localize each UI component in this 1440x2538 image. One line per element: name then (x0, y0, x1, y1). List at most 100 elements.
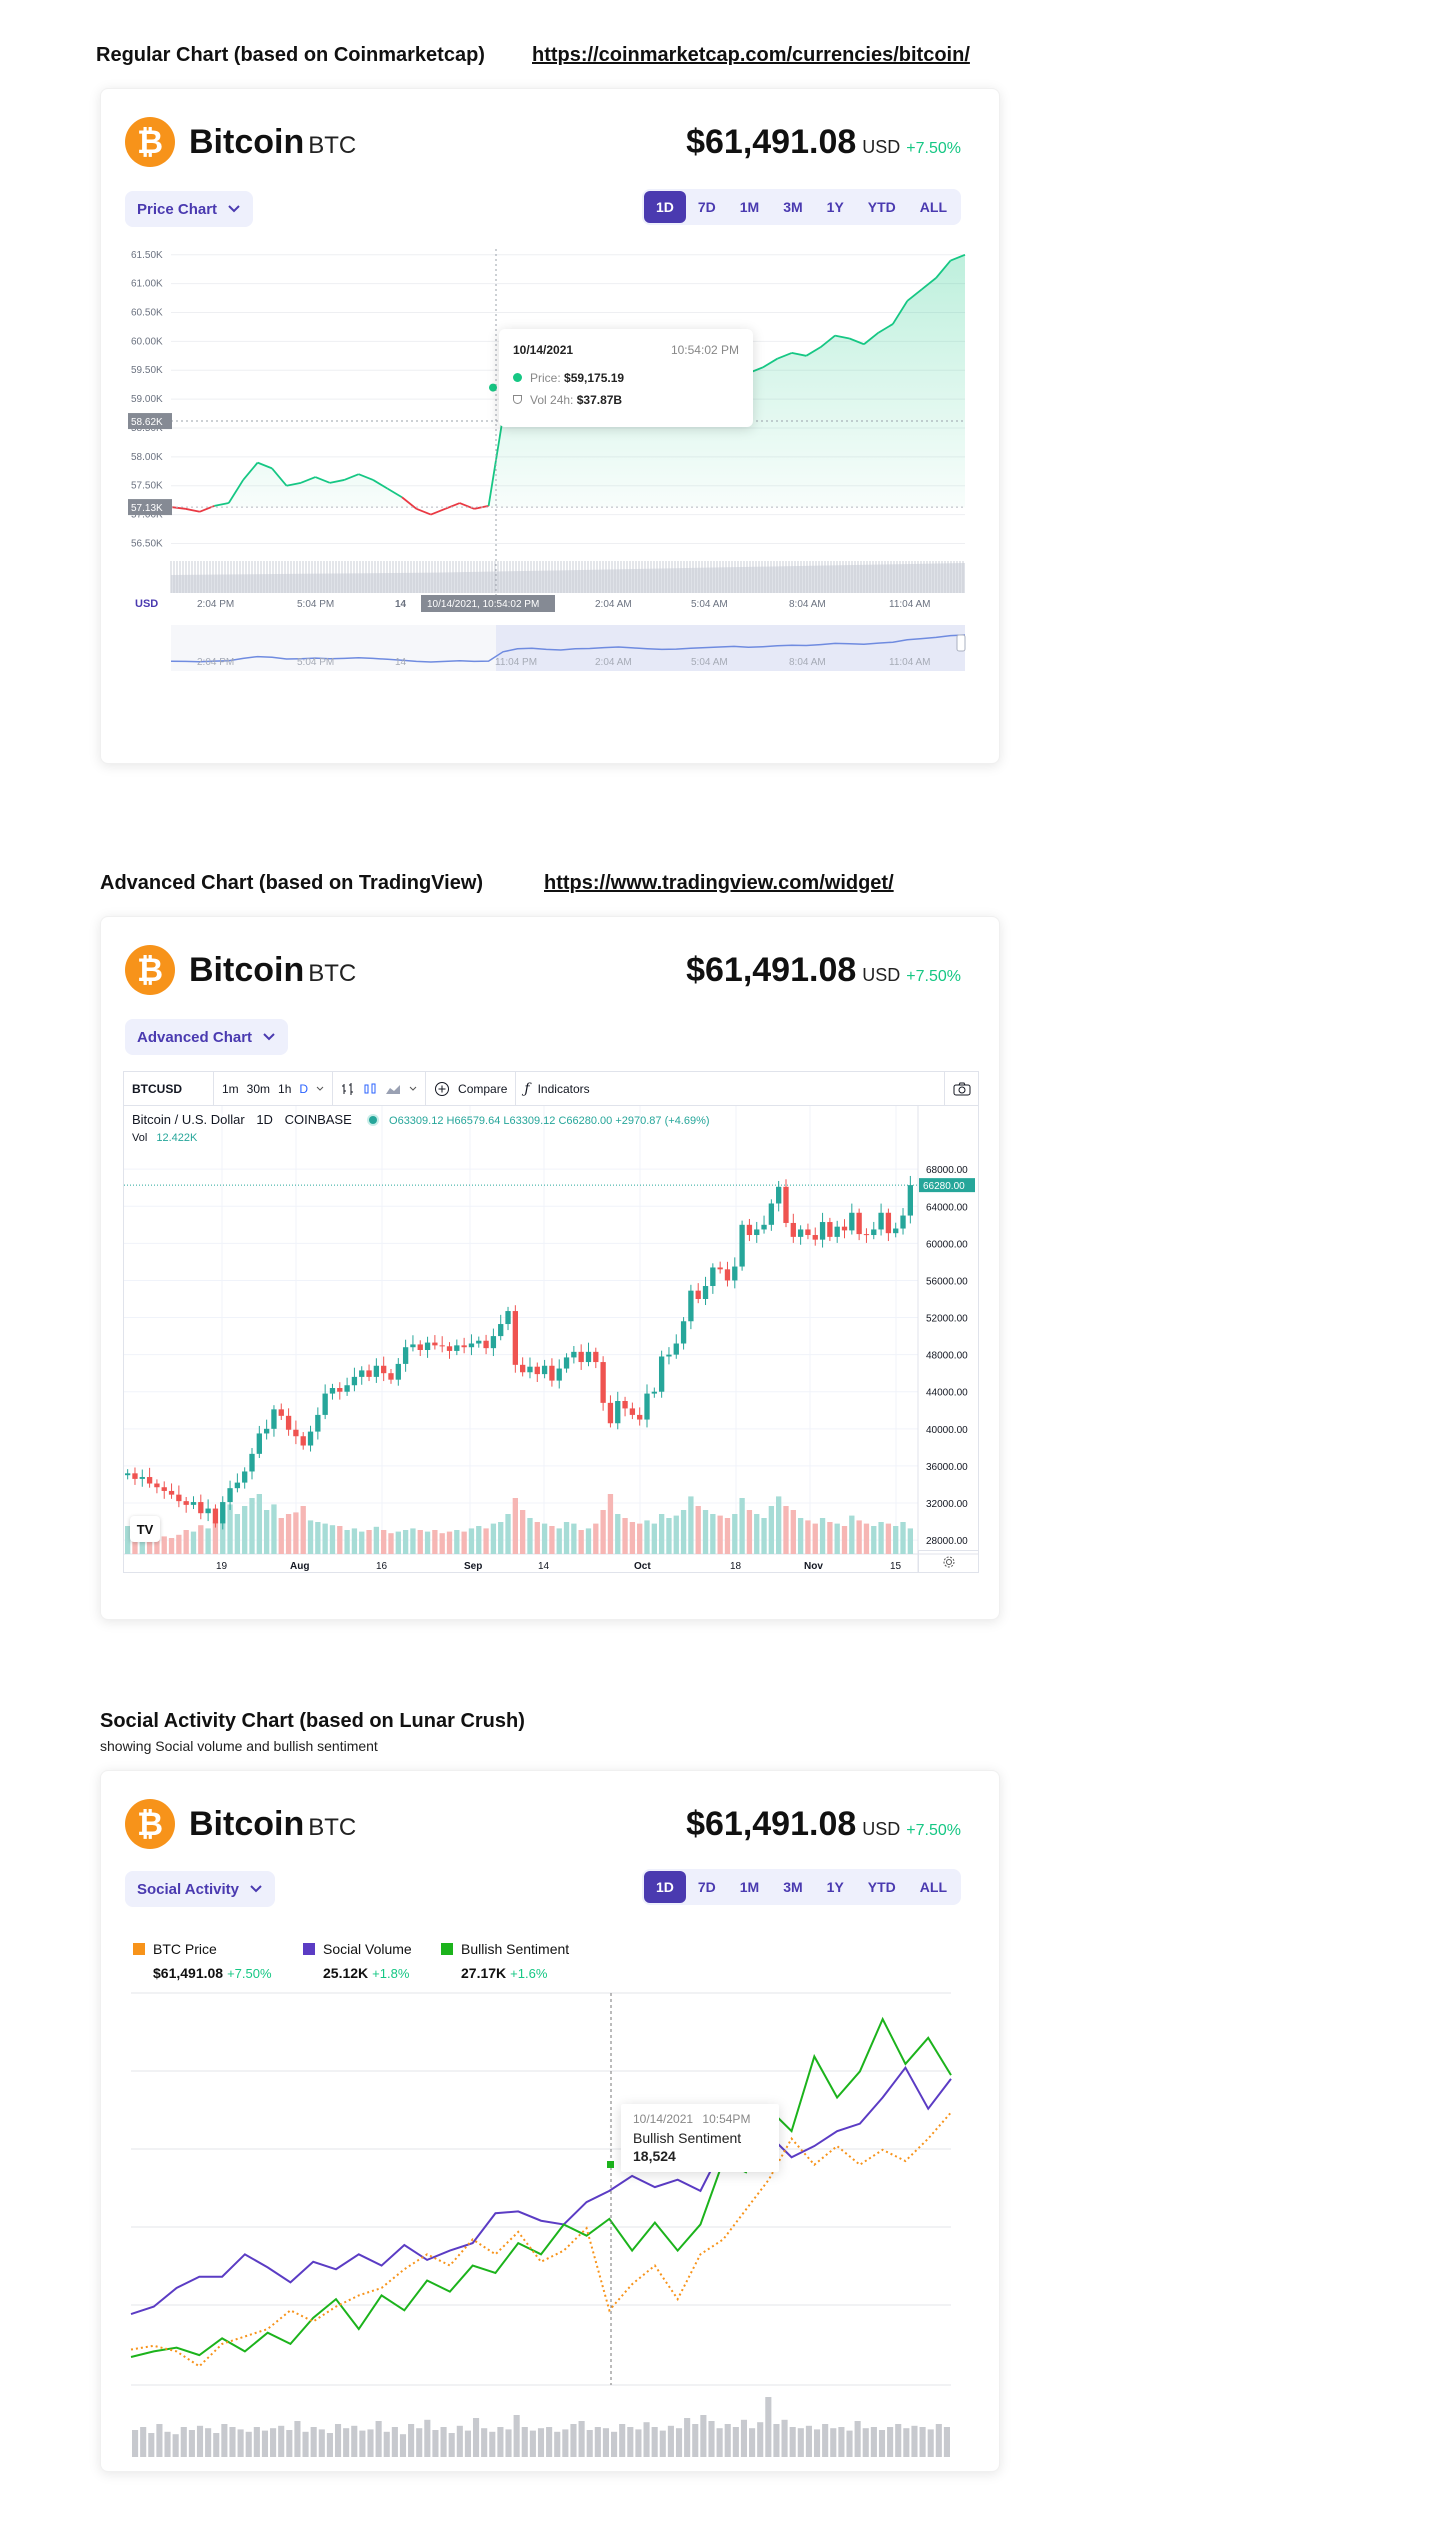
advanced-section-title: Advanced Chart (based on TradingView) (100, 872, 484, 894)
social-volume-bar (196, 2425, 204, 2457)
range-7d[interactable]: 7D (697, 1879, 716, 1895)
range-all[interactable]: ALL (919, 1879, 947, 1895)
social-volume-bar (765, 2397, 772, 2457)
candle-body (615, 1401, 621, 1424)
social-volume-bar (513, 2415, 520, 2457)
settings-button[interactable] (918, 1550, 978, 1572)
volume-bar (571, 1523, 577, 1554)
range-1m[interactable]: 1M (739, 1879, 760, 1895)
area-chart-icon[interactable] (385, 1082, 401, 1096)
social-volume-bar (188, 2430, 195, 2457)
social-volume-bar (789, 2427, 796, 2457)
y-tick-label: 28000.00 (926, 1536, 968, 1547)
interval-1h[interactable]: 1h (278, 1081, 292, 1096)
social-volume-bar (546, 2427, 553, 2457)
range-1d[interactable]: 1D (643, 191, 686, 223)
volume-bar (476, 1526, 482, 1554)
social-volume-bar (757, 2422, 764, 2457)
volume-bar (841, 1526, 848, 1554)
coinmarketcap-link[interactable]: https://coinmarketcap.com/currencies/bit… (532, 44, 970, 66)
range-3m[interactable]: 3M (783, 199, 803, 215)
price-change: +7.50% (906, 140, 961, 157)
candlestick-chart[interactable]: 28000.00 32000.00 36000.00 40000.00 44000.00… (124, 1106, 979, 1573)
volume-bar (578, 1530, 584, 1554)
candle-body (688, 1290, 694, 1322)
currency-axis-label: USD (135, 598, 158, 610)
y-tick-label: 44000.00 (926, 1388, 968, 1399)
y-tick-label: 59.50K (131, 365, 163, 376)
chevron-down-icon[interactable] (409, 1086, 417, 1092)
range-7d[interactable]: 7D (697, 199, 716, 215)
volume-bar (622, 1518, 628, 1554)
symbol-search[interactable]: BTCUSD (124, 1072, 214, 1106)
range-1y[interactable]: 1Y (826, 199, 844, 215)
candle-body (432, 1342, 438, 1346)
legend-high: H66579.64 (446, 1115, 501, 1127)
bullish-sentiment-swatch (441, 1943, 453, 1955)
range-1d[interactable]: 1D (643, 1871, 686, 1903)
price-line-segment (776, 352, 793, 360)
chevron-down-icon[interactable] (316, 1086, 324, 1092)
bars-icon[interactable] (341, 1082, 355, 1096)
x-tick-label: 11:04 AM (889, 599, 931, 610)
range-1m[interactable]: 1M (739, 199, 760, 215)
volume-bar (520, 1510, 526, 1554)
legend-btc-price[interactable]: BTC Price $61,491.08 +7.50% (133, 1941, 272, 1981)
candle-body (790, 1222, 796, 1237)
social-volume-bar (846, 2430, 853, 2457)
legend-ohlc: O63309.12 H66579.64 L63309.12 C66280.00 … (389, 1115, 710, 1127)
volume-bar (168, 1538, 175, 1554)
legend-change: +1.8% (372, 1966, 410, 1981)
social-section-subtitle: showing Social volume and bullish sentim… (100, 1738, 378, 1754)
interval-30m[interactable]: 30m (246, 1081, 271, 1096)
range-ytd[interactable]: YTD (867, 199, 896, 215)
tooltip-vol-label: Vol 24h: (530, 393, 574, 407)
social-volume-bar (229, 2427, 236, 2457)
compare-button[interactable]: Compare (426, 1072, 517, 1106)
camera-button[interactable] (944, 1072, 978, 1106)
tradingview-logo[interactable]: TV (130, 1516, 160, 1542)
volume-bar (534, 1522, 540, 1554)
price-chart[interactable]: 56.50K57.00K57.50K58.00K58.50K59.00K59.5… (101, 245, 1001, 785)
social-volume-bar (635, 2429, 642, 2457)
price-line-segment (430, 507, 446, 516)
volume-bar (549, 1526, 555, 1554)
volume-bar (746, 1510, 753, 1554)
social-volume-bar (180, 2427, 187, 2457)
interval-1m[interactable]: 1m (222, 1081, 239, 1096)
range-all[interactable]: ALL (919, 199, 947, 215)
bitcoin-logo-icon: ₿ (125, 945, 175, 995)
chart-type-dropdown[interactable]: Advanced Chart (125, 1019, 289, 1055)
volume-bar (819, 1518, 826, 1554)
volume-bar (454, 1530, 460, 1554)
interval-d[interactable]: D (299, 1081, 309, 1096)
y-tick-label: 58.00K (131, 452, 163, 463)
candles-icon[interactable] (363, 1082, 377, 1096)
range-3m[interactable]: 3M (783, 1879, 803, 1895)
range-ytd[interactable]: YTD (867, 1879, 896, 1895)
social-activity-chart[interactable] (101, 1983, 1001, 2473)
chart-type-dropdown[interactable]: Social Activity (125, 1871, 275, 1907)
tooltip-date: 10/14/2021 (513, 343, 574, 357)
price-line-segment (487, 416, 504, 507)
price-line-segment (286, 481, 302, 487)
volume-bar (278, 1518, 284, 1554)
y-tick-label: 40000.00 (926, 1425, 968, 1436)
volume-bar (154, 1530, 160, 1554)
legend-social-volume[interactable]: Social Volume 25.12K +1.8% (303, 1941, 412, 1981)
volume-bar (410, 1528, 416, 1554)
social-volume-bar (740, 2419, 748, 2457)
candle-body (724, 1269, 731, 1281)
tradingview-link[interactable]: https://www.tradingview.com/widget/ (544, 872, 894, 894)
candle-body (168, 1490, 175, 1495)
social-volume-bar (456, 2425, 463, 2457)
legend-bullish-sentiment[interactable]: Bullish Sentiment 27.17K +1.6% (441, 1941, 569, 1981)
indicators-button[interactable]: ƒ Indicators (516, 1072, 597, 1106)
candle-body (534, 1366, 540, 1375)
chart-type-dropdown[interactable]: Price Chart (125, 191, 254, 227)
range-1y[interactable]: 1Y (826, 1879, 844, 1895)
social-volume-bar (261, 2430, 269, 2457)
volume-bar (644, 1520, 650, 1554)
volume-bar (717, 1515, 723, 1554)
candle-body (629, 1408, 636, 1415)
